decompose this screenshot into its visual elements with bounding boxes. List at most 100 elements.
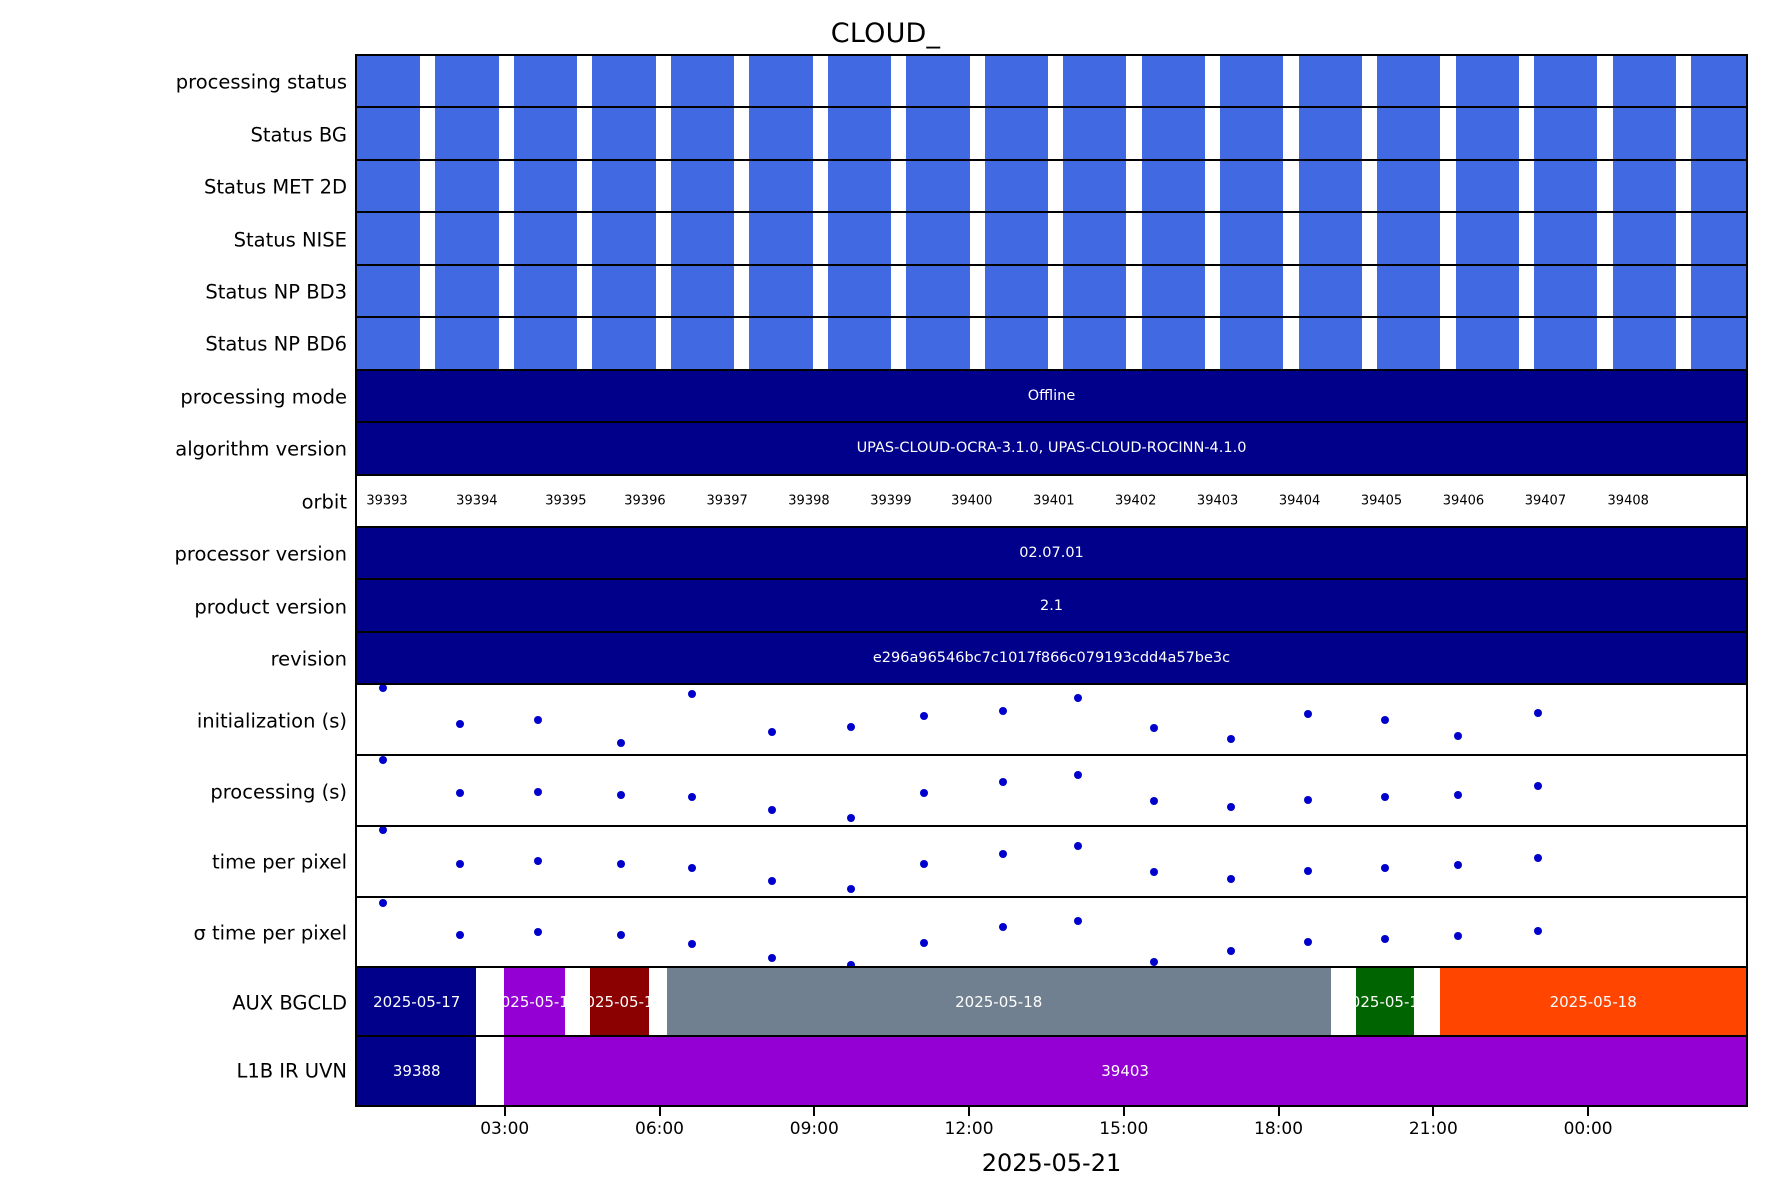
x-axis-tick-label: 03:00 (480, 1119, 529, 1139)
status-block (592, 56, 655, 106)
data-point (456, 720, 464, 728)
x-axis-tick-label: 09:00 (790, 1119, 839, 1139)
status-block (828, 56, 891, 106)
status-block (1142, 266, 1205, 316)
status-block (1063, 213, 1126, 263)
status-block (1220, 318, 1283, 368)
data-point (847, 885, 855, 893)
row-status-np-bd6 (357, 318, 1746, 370)
status-block (592, 266, 655, 316)
status-block (1456, 318, 1519, 368)
status-block (1220, 161, 1283, 211)
data-point (1534, 854, 1542, 862)
status-block (1142, 108, 1205, 158)
status-block (1142, 161, 1205, 211)
data-point (456, 931, 464, 939)
status-block (671, 56, 734, 106)
status-block (1691, 318, 1746, 368)
orbit-number: 39397 (706, 493, 747, 508)
status-block (1142, 213, 1205, 263)
row-aux-bgcld: 2025-05-17 2025-05-18 2025-05-17 2025-05-18… (357, 968, 1746, 1036)
data-point (1227, 803, 1235, 811)
data-point (534, 857, 542, 865)
row-label-processing: processing (s) (0, 780, 347, 803)
data-point (617, 739, 625, 747)
status-block (1691, 56, 1746, 106)
status-block (1613, 108, 1676, 158)
data-point (534, 788, 542, 796)
x-axis-tick-label: 18:00 (1254, 1119, 1303, 1139)
data-point (688, 940, 696, 948)
status-block (514, 266, 577, 316)
product-version-value: 2.1 (357, 598, 1746, 614)
data-point (534, 716, 542, 724)
data-point (617, 931, 625, 939)
data-point (768, 954, 776, 962)
timeline-segment-label: 2025-05-18 (1550, 993, 1637, 1011)
x-axis-tick (1123, 1107, 1125, 1116)
row-status-nise (357, 213, 1746, 265)
status-block (592, 213, 655, 263)
row-label-l1b-ir-uvn: L1B IR UVN (0, 1059, 347, 1082)
timeline-segment[interactable]: 2025-05-18 (667, 968, 1331, 1034)
timeline-segment[interactable]: 2025-05-18 (1440, 968, 1746, 1034)
status-block (985, 56, 1048, 106)
status-block (906, 56, 969, 106)
data-point (1454, 732, 1462, 740)
data-point (1074, 917, 1082, 925)
x-axis-tick (1432, 1107, 1434, 1116)
data-point (1074, 842, 1082, 850)
data-point (768, 728, 776, 736)
x-axis-tick (659, 1107, 661, 1116)
status-block (1063, 161, 1126, 211)
status-block (1456, 108, 1519, 158)
status-block (906, 161, 969, 211)
status-block (1299, 318, 1362, 368)
row-label-time-per-pixel: time per pixel (0, 851, 347, 874)
row-initialization (357, 685, 1746, 756)
status-block (1613, 161, 1676, 211)
status-block (828, 161, 891, 211)
data-point (456, 789, 464, 797)
data-point (1150, 868, 1158, 876)
x-axis-tick (968, 1107, 970, 1116)
data-point (999, 850, 1007, 858)
x-axis: 2025-05-21 03:0006:0009:0012:0015:0018:0… (355, 1107, 1748, 1181)
timeline-segment[interactable]: 2025-05-18 (504, 968, 565, 1034)
status-block (514, 108, 577, 158)
orbit-number: 39406 (1443, 493, 1484, 508)
status-block (357, 108, 420, 158)
row-label-aux-bgcld: AUX BGCLD (0, 991, 347, 1014)
status-block (671, 108, 734, 158)
timeline-segment[interactable]: 2025-05-19 (1356, 968, 1414, 1034)
timeline-segment[interactable]: 2025-05-17 (357, 968, 476, 1034)
status-block (1456, 161, 1519, 211)
status-block (1613, 213, 1676, 263)
row-processing-mode: Offline (357, 371, 1746, 423)
status-block (514, 161, 577, 211)
processing-mode-value: Offline (357, 388, 1746, 404)
row-label-initialization: initialization (s) (0, 709, 347, 732)
row-label-product-version: product version (0, 595, 347, 618)
data-point (920, 860, 928, 868)
orbit-number: 39394 (456, 493, 497, 508)
row-revision: e296a96546bc7c1017f866c079193cdd4a57be3c (357, 633, 1746, 685)
orbit-number: 39399 (870, 493, 911, 508)
chart-title: CLOUD_ (0, 18, 1771, 49)
status-block (592, 318, 655, 368)
timeline-segment[interactable]: 2025-05-17 (590, 968, 648, 1034)
data-point (920, 789, 928, 797)
timeline-segment[interactable]: 39403 (504, 1037, 1746, 1105)
row-sigma-time-per-pixel (357, 898, 1746, 969)
data-point (688, 793, 696, 801)
orbit-number: 39393 (366, 493, 407, 508)
data-point (1454, 861, 1462, 869)
status-block (1613, 56, 1676, 106)
status-block (1299, 266, 1362, 316)
data-point (1227, 947, 1235, 955)
data-point (1304, 867, 1312, 875)
data-point (379, 827, 387, 834)
timeline-segment[interactable]: 39388 (357, 1037, 476, 1105)
row-label-status-nise: Status NISE (0, 228, 347, 251)
status-block (514, 213, 577, 263)
